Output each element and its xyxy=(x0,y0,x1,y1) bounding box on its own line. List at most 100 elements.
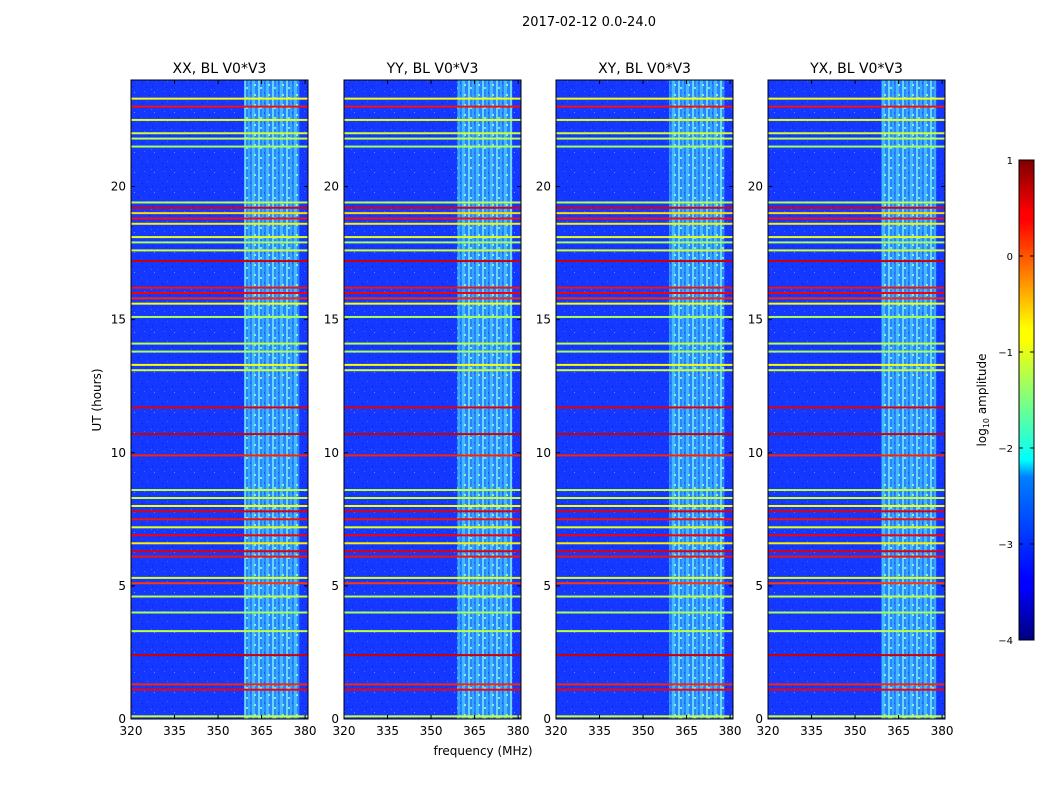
rfi-line xyxy=(768,206,945,209)
x-tick-label: 320 xyxy=(120,724,143,738)
rfi-line xyxy=(344,302,521,305)
rfi-line xyxy=(344,342,521,345)
rfi-line xyxy=(768,297,945,300)
rfi-line xyxy=(556,363,733,366)
y-tick-label: 20 xyxy=(748,180,763,194)
panel-frame xyxy=(343,79,522,720)
y-tick-label: 15 xyxy=(748,313,763,327)
rfi-line xyxy=(556,454,733,457)
rfi-line xyxy=(556,534,733,537)
rfi-line xyxy=(344,350,521,353)
rfi-line xyxy=(768,550,945,553)
rfi-line xyxy=(768,249,945,252)
rfi-line xyxy=(344,555,521,558)
rfi-line xyxy=(556,654,733,657)
x-tick-label: 320 xyxy=(757,724,780,738)
rfi-line xyxy=(556,302,733,305)
rfi-line xyxy=(768,132,945,135)
rfi-line xyxy=(768,683,945,686)
x-tick-label: 380 xyxy=(507,724,530,738)
rfi-line xyxy=(556,292,733,294)
rfi-line xyxy=(556,206,733,209)
rfi-line xyxy=(344,212,521,215)
rfi-line xyxy=(768,201,945,204)
rfi-line xyxy=(131,297,308,300)
rfi-line xyxy=(131,611,308,614)
rfi-line xyxy=(556,555,733,558)
rfi-line xyxy=(556,715,733,718)
rfi-line xyxy=(768,534,945,537)
spectrogram-panel: YY, BL V0*V3 320 335 350 365 380 0 5 10 15 20 xyxy=(324,61,530,738)
y-tick-label: 5 xyxy=(543,579,551,593)
rfi-line xyxy=(131,630,308,633)
rfi-line xyxy=(131,249,308,252)
rfi-line xyxy=(556,489,733,492)
rfi-line xyxy=(344,582,521,585)
rfi-line xyxy=(344,505,521,507)
rfi-line xyxy=(131,688,308,691)
rfi-line xyxy=(768,342,945,345)
rfi-line xyxy=(344,217,521,220)
rfi-line xyxy=(344,489,521,492)
rfi-line xyxy=(768,715,945,718)
rfi-line xyxy=(556,497,733,500)
figure-suptitle: 2017-02-12 0.0-24.0 xyxy=(522,15,656,30)
rfi-line xyxy=(556,241,733,244)
y-tick-label: 15 xyxy=(111,313,126,327)
rfi-line xyxy=(768,555,945,558)
y-axis-label: UT (hours) xyxy=(90,368,104,431)
rfi-line xyxy=(131,342,308,345)
rfi-line xyxy=(768,292,945,294)
rfi-line xyxy=(768,518,945,521)
rfi-band xyxy=(669,80,725,719)
rfi-line xyxy=(556,350,733,353)
rfi-line xyxy=(131,654,308,657)
rfi-line xyxy=(556,201,733,204)
panel-title: YX, BL V0*V3 xyxy=(809,61,903,77)
rfi-line xyxy=(556,369,733,372)
rfi-line xyxy=(556,433,733,436)
rfi-line xyxy=(768,433,945,436)
spectrogram-panel: YX, BL V0*V3 320 335 350 365 380 0 5 10 15 20 xyxy=(748,61,954,738)
rfi-line xyxy=(768,212,945,215)
rfi-line xyxy=(768,526,945,529)
rfi-band xyxy=(457,80,513,719)
rfi-line xyxy=(131,542,308,545)
colorbar-tick-label: −3 xyxy=(998,540,1013,551)
rfi-line xyxy=(131,222,308,225)
rfi-line xyxy=(131,217,308,220)
rfi-line xyxy=(344,526,521,529)
x-tick-label: 320 xyxy=(545,724,568,738)
panel-title: XY, BL V0*V3 xyxy=(598,61,691,77)
y-tick-label: 15 xyxy=(536,313,551,327)
colorbar: 10−1−2−3−4 log10 amplitude xyxy=(975,156,1035,647)
x-tick-label: 335 xyxy=(376,724,399,738)
rfi-line xyxy=(344,406,521,409)
x-tick-label: 335 xyxy=(163,724,186,738)
rfi-line xyxy=(131,595,308,598)
rfi-line xyxy=(131,315,308,318)
rfi-line xyxy=(131,406,308,409)
rfi-line xyxy=(556,236,733,239)
y-tick-label: 5 xyxy=(331,579,339,593)
y-tick-label: 5 xyxy=(755,579,763,593)
rfi-line xyxy=(131,137,308,140)
rfi-line xyxy=(556,688,733,691)
rfi-line xyxy=(556,97,733,100)
rfi-line xyxy=(131,433,308,436)
rfi-line xyxy=(556,683,733,686)
colorbar-label-amplitude: amplitude xyxy=(975,354,989,418)
rfi-line xyxy=(556,582,733,585)
rfi-line xyxy=(768,350,945,353)
rfi-line xyxy=(556,576,733,579)
y-tick-label: 15 xyxy=(324,313,339,327)
y-tick-label: 0 xyxy=(118,712,126,726)
rfi-line xyxy=(131,526,308,529)
rfi-line xyxy=(768,595,945,598)
rfi-line xyxy=(131,582,308,585)
rfi-line xyxy=(131,132,308,135)
x-tick-label: 350 xyxy=(632,724,655,738)
rfi-line xyxy=(556,542,733,545)
rfi-line xyxy=(556,505,733,507)
spectrogram-panel: XX, BL V0*V3 320 335 350 365 380 0 5 10 15 20 xyxy=(111,61,317,738)
